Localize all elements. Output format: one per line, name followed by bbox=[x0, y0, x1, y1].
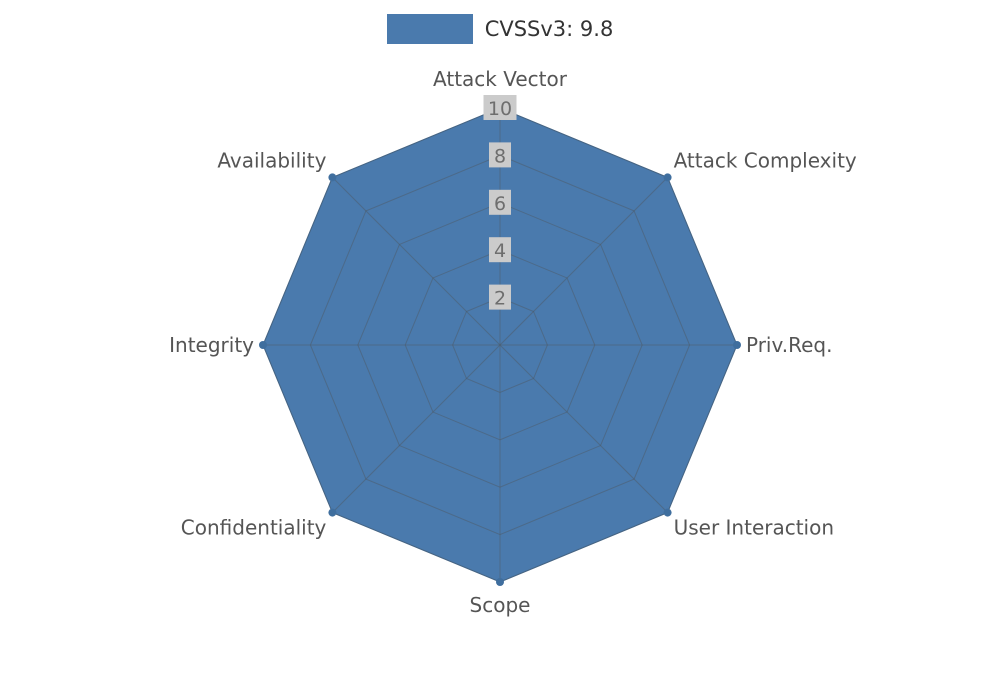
axis-label: Attack Vector bbox=[433, 67, 568, 91]
axis-label: User Interaction bbox=[674, 516, 834, 540]
axis-label: Priv.Req. bbox=[746, 333, 832, 357]
tick-label: 2 bbox=[494, 288, 506, 310]
tick-label: 10 bbox=[488, 98, 512, 120]
legend-label: CVSSv3: 9.8 bbox=[484, 17, 614, 41]
tick-label: 8 bbox=[494, 145, 506, 167]
tick-label-bg bbox=[483, 95, 517, 120]
vertex-marker bbox=[259, 341, 267, 349]
axis-label: Attack Complexity bbox=[674, 148, 857, 172]
axis-label: Availability bbox=[217, 148, 326, 172]
tick-label-bg bbox=[489, 189, 511, 215]
vertex-marker bbox=[663, 508, 672, 517]
axis-label: Scope bbox=[470, 593, 531, 617]
grid-spoke bbox=[332, 344, 501, 513]
tick-label: 6 bbox=[494, 193, 506, 215]
vertex-marker bbox=[733, 341, 741, 349]
axis-label: Confidentiality bbox=[181, 516, 327, 540]
tick-label-bg bbox=[489, 237, 511, 263]
axis-label: Integrity bbox=[169, 333, 254, 357]
vertex-marker bbox=[328, 173, 337, 182]
legend-swatch bbox=[386, 14, 473, 44]
legend: CVSSv3: 9.8 bbox=[0, 14, 1000, 44]
vertex-marker bbox=[496, 578, 504, 586]
grid-spoke bbox=[499, 344, 668, 513]
vertex-marker bbox=[328, 508, 337, 517]
vertex-marker bbox=[663, 173, 672, 182]
grid-spoke bbox=[499, 177, 668, 346]
tick-label-bg bbox=[489, 142, 511, 168]
tick-label: 4 bbox=[494, 240, 506, 262]
tick-label-bg bbox=[489, 284, 511, 310]
grid-spoke bbox=[332, 177, 501, 346]
